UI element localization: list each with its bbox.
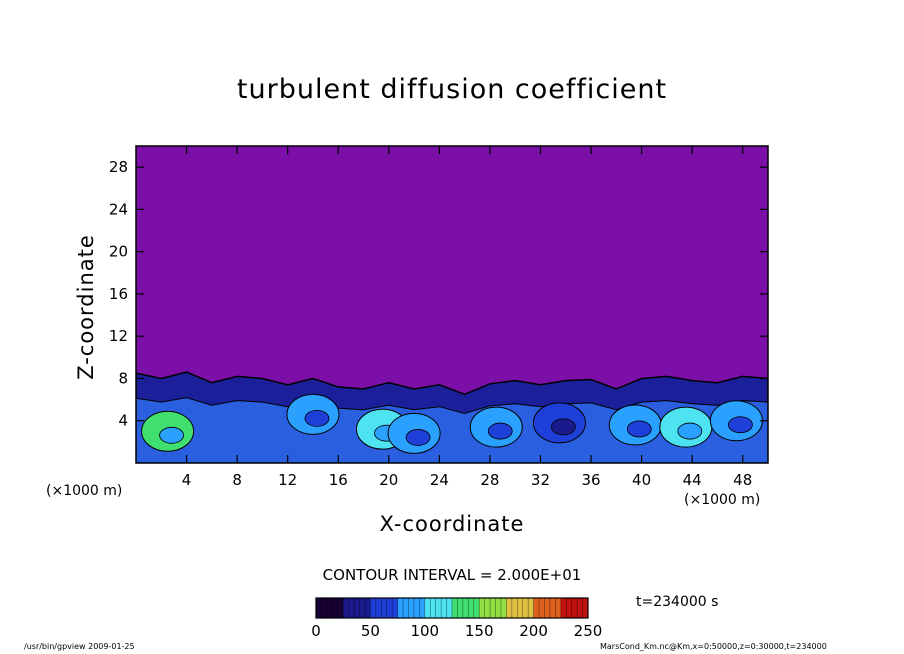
eddy-cell-core <box>728 416 753 434</box>
contour-interval-label: CONTOUR INTERVAL = 2.000E+01 <box>322 566 582 584</box>
plot-frame <box>135 145 769 464</box>
x-tick-label: 28 <box>480 471 499 489</box>
eddy-cell-core <box>551 418 576 436</box>
eddy-cell-core <box>626 420 652 438</box>
colorbar-segment <box>506 598 535 618</box>
colorbar-segment <box>479 598 507 618</box>
eddy-cell-core <box>487 422 513 440</box>
colorbar-segment <box>424 598 453 618</box>
y-axis-unit: (×1000 m) <box>46 483 123 499</box>
x-tick-label: 32 <box>531 471 550 489</box>
colorbar-tick-label: 100 <box>410 622 439 640</box>
colorbar-tick-label: 200 <box>519 622 548 640</box>
colorbar-frame <box>315 597 589 619</box>
x-tick-label: 48 <box>733 471 752 489</box>
y-axis-label: Z-coordinate <box>74 234 98 380</box>
colorbar-tick-label: 50 <box>361 622 380 640</box>
x-tick-label: 16 <box>329 471 348 489</box>
y-tick-label: 20 <box>109 243 128 261</box>
y-tick-label: 28 <box>109 158 128 176</box>
y-tick-label: 12 <box>109 327 128 345</box>
x-tick-label: 4 <box>182 471 192 489</box>
colorbar-segment <box>343 598 371 618</box>
footer-left-text: /usr/bin/gpview 2009-01-25 <box>24 642 135 651</box>
colorbar-segment <box>316 598 344 618</box>
x-tick-label: 8 <box>232 471 242 489</box>
x-tick-label: 36 <box>581 471 600 489</box>
x-tick-label: 20 <box>379 471 398 489</box>
colorbar-tick-label: 250 <box>574 622 603 640</box>
colorbar-segment <box>533 598 562 618</box>
turbulent-layer <box>136 371 768 463</box>
footer-right-text: MarsCond_Km.nc@Km,x=0:50000,z=0:30000,t=… <box>600 642 827 651</box>
y-tick-label: 8 <box>118 369 128 387</box>
x-tick-label: 40 <box>632 471 651 489</box>
time-label: t=234000 s <box>636 594 719 610</box>
eddy-cell-core <box>677 422 703 440</box>
colorbar-segment <box>370 598 399 618</box>
eddy-cell-core <box>304 409 330 427</box>
x-axis-label: X-coordinate <box>379 512 525 536</box>
x-tick-label: 24 <box>430 471 449 489</box>
x-tick-label: 44 <box>683 471 702 489</box>
y-tick-label: 24 <box>109 200 128 218</box>
x-axis-unit: (×1000 m) <box>684 492 761 508</box>
x-tick-label: 12 <box>278 471 297 489</box>
colorbar-segment <box>397 598 426 618</box>
colorbar-segment <box>452 598 480 618</box>
y-tick-label: 4 <box>118 412 128 430</box>
colorbar-tick-label: 150 <box>465 622 494 640</box>
colorbar-tick-label: 0 <box>311 622 321 640</box>
eddy-cell-core <box>405 429 431 446</box>
y-tick-label: 16 <box>109 285 128 303</box>
colorbar-segment <box>560 598 589 618</box>
eddy-cell-core <box>159 426 185 444</box>
chart-title: turbulent diffusion coefficient <box>236 74 668 105</box>
